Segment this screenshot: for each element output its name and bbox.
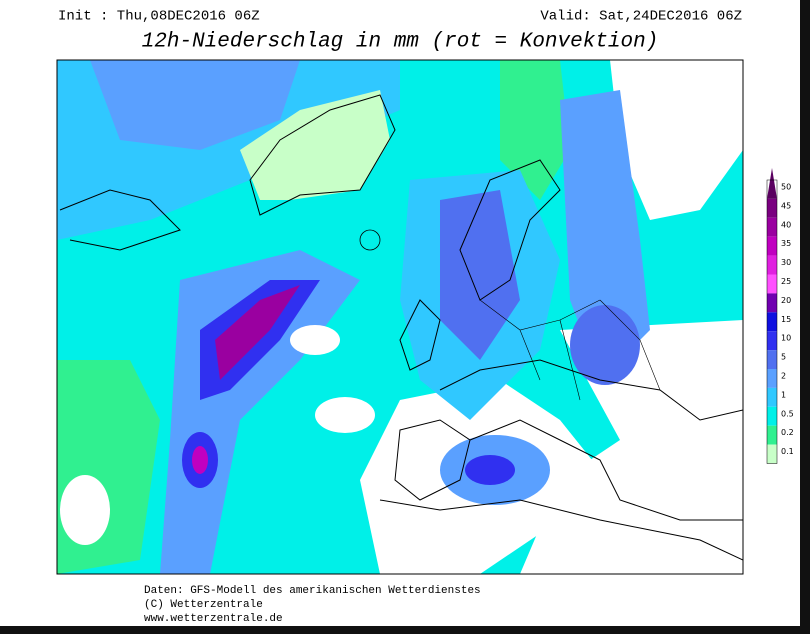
legend-frame [766,179,778,464]
legend-label: 15 [781,315,791,324]
legend-label: 10 [781,334,791,343]
legend-swatch [767,274,777,294]
legend-swatch [767,217,777,237]
footer-line: Daten: GFS-Modell des amerikanischen Wet… [144,585,481,597]
legend-swatch [767,350,777,369]
legend-swatch [767,331,777,351]
legend-arrow [767,168,777,199]
legend-swatch [767,255,777,275]
legend: 50 45 40 35 30 25 20 15 10 5 2 1 0.5 0.2 0.1 [766,168,794,464]
legend-label: 35 [781,239,791,248]
legend-swatch [767,387,777,407]
precipitation-map [57,60,743,574]
init-time: Init : Thu,08DEC2016 06Z [58,9,260,25]
legend-label: 5 [781,353,786,362]
legend-label: 45 [781,201,791,210]
legend-label: 30 [781,258,791,267]
legend-label: 1 [781,390,786,399]
legend-swatch [767,312,777,332]
legend-swatch [767,425,777,445]
map-frame [56,59,744,575]
legend-label: 25 [781,277,791,286]
legend-label: 40 [781,220,791,229]
legend-label: 0.2 [781,428,794,437]
legend-swatch [767,406,777,426]
footer-line: (C) Wetterzentrale [144,599,263,611]
legend-swatch [767,236,777,256]
valid-time: Valid: Sat,24DEC2016 06Z [540,9,742,25]
legend-swatch [767,444,777,464]
legend-swatch [767,293,777,313]
footer-line: www.wetterzentrale.de [144,613,283,625]
frame-edge [0,626,810,634]
legend-swatch [767,369,777,388]
legend-swatch [767,198,777,218]
legend-label: 0.5 [781,409,794,418]
frame-edge [800,0,810,634]
legend-label: 0.1 [781,447,794,456]
legend-label: 20 [781,296,791,305]
map-title: 12h-Niederschlag in mm (rot = Konvektion… [142,31,659,54]
legend-label: 2 [781,372,786,381]
legend-label: 50 [781,183,791,192]
